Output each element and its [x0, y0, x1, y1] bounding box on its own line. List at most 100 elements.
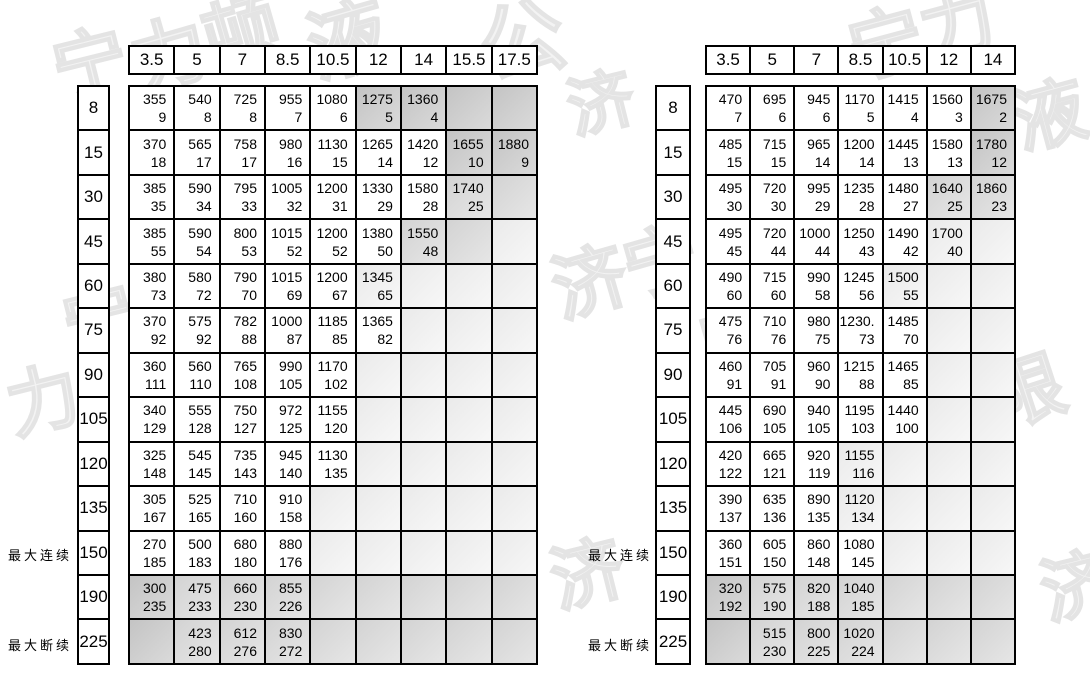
data-cell: 1200 14 [837, 129, 884, 176]
cell-bottom-value: 92 [150, 331, 167, 348]
data-cell [969, 485, 1017, 532]
data-cell: 580 72 [173, 262, 221, 310]
cell-top-value: 1860 [975, 180, 1007, 197]
data-cell [925, 396, 972, 443]
data-cell: 545 145 [173, 440, 221, 488]
cell-top-value: 980 [278, 135, 303, 152]
cell-bottom-value: 120 [324, 420, 348, 437]
data-cell [925, 440, 972, 488]
cell-top-value: 665 [762, 446, 787, 463]
cell-bottom-value [403, 464, 444, 482]
data-cell [309, 529, 357, 576]
cell-top-value: 1480 [887, 180, 919, 197]
cell-top-value: 1155 [844, 446, 875, 463]
cell-bottom-value: 116 [852, 464, 875, 481]
cell-top-value [448, 268, 489, 286]
row-label-cell: 120 [655, 440, 691, 488]
cell-bottom-value: 15 [770, 153, 787, 170]
cell-bottom-value: 105 [762, 420, 787, 437]
data-cell: 385 35 [127, 173, 176, 221]
row-label-cell: 60 [655, 262, 691, 310]
cell-bottom-value: 280 [188, 642, 212, 659]
cell-top-value [929, 357, 969, 375]
data-cell: 710 76 [749, 307, 796, 354]
cell-bottom-value: 48 [422, 242, 439, 259]
cell-bottom-value: 17 [196, 153, 212, 170]
data-cell: 300 235 [127, 573, 176, 621]
left-table-row-labels: 8 15 30 45 60 75 90 105 120 135 150 190 225 [77, 84, 110, 665]
data-cell: 525 165 [173, 485, 221, 532]
table-row: 300 235 475 233 660 230 855 226 [127, 573, 539, 621]
cell-top-value: 1500 [887, 269, 919, 286]
data-cell [969, 307, 1017, 354]
column-header-cell: 8.5 [263, 45, 312, 75]
cell-bottom-value: 53 [241, 242, 257, 259]
cell-top-value: 695 [762, 91, 787, 108]
cell-bottom-value: 108 [233, 375, 257, 392]
cell-top-value: 972 [278, 402, 303, 419]
cell-bottom-value [494, 419, 535, 437]
cell-top-value: 1880 [497, 135, 529, 152]
row-label-cell: 105 [77, 396, 110, 443]
data-cell: 782 88 [218, 307, 266, 354]
cell-bottom-value: 55 [903, 287, 919, 304]
cell-bottom-value: 106 [718, 420, 743, 437]
cell-bottom-value: 76 [770, 331, 787, 348]
column-header-cell: 10.5 [881, 45, 928, 75]
row-annotation: 最大断续 [588, 637, 653, 653]
cell-bottom-value: 88 [241, 331, 257, 348]
cell-top-value: 1640 [931, 180, 963, 197]
data-cell [925, 485, 972, 532]
cell-top-value: 355 [142, 91, 167, 108]
cell-bottom-value: 12 [991, 153, 1007, 170]
cell-top-value: 1345 [361, 269, 393, 286]
table-row: 495 30 720 30 995 29 1235 28 1480 27 1640 25 1860 23 [704, 173, 1017, 221]
cell-bottom-value: 226 [278, 598, 303, 615]
data-cell: 1155 120 [309, 396, 357, 443]
data-cell: 565 17 [173, 129, 221, 176]
cell-bottom-value: 125 [278, 420, 303, 437]
data-cell: 490 60 [704, 262, 752, 310]
data-cell: 1230. 73 [837, 307, 884, 354]
data-cell: 475 233 [173, 573, 221, 621]
cell-top-value [885, 535, 925, 553]
cell-bottom-value: 18 [150, 153, 167, 170]
cell-top-value [494, 579, 535, 597]
data-cell [399, 262, 448, 310]
row-label-cell: 45 [77, 218, 110, 265]
data-cell: 590 54 [173, 218, 221, 265]
cell-bottom-value: 135 [324, 464, 348, 481]
cell-top-value: 1000 [799, 224, 831, 241]
cell-top-value: 635 [762, 491, 787, 508]
data-cell [399, 440, 448, 488]
cell-bottom-value: 111 [145, 375, 167, 392]
cell-top-value: 390 [718, 491, 743, 508]
left-table-data-grid: 355 9 540 8 725 8 955 7 1080 6 1275 5 1360 4 370 18 565 1… [127, 84, 539, 665]
data-cell: 980 16 [263, 129, 312, 176]
cell-top-value: 1550 [407, 224, 439, 241]
cell-top-value [929, 312, 969, 330]
cell-bottom-value: 190 [762, 598, 787, 615]
data-cell: 795 33 [218, 173, 266, 221]
cell-bottom-value [403, 597, 444, 615]
cell-bottom-value: 122 [718, 464, 743, 481]
data-cell: 665 121 [749, 440, 796, 488]
data-cell: 1245 56 [837, 262, 884, 310]
column-header-cell: 5 [173, 45, 221, 75]
data-cell: 460 91 [704, 351, 752, 399]
cell-bottom-value: 28 [858, 198, 875, 215]
data-cell [445, 351, 493, 399]
cell-bottom-value: 185 [851, 598, 875, 615]
cell-bottom-value: 91 [770, 375, 787, 392]
data-cell [925, 262, 972, 310]
table-row: 470 7 695 6 945 6 1170 5 1415 4 1560 3 1675 2 [704, 84, 1017, 132]
column-header-cell: 10.5 [309, 45, 357, 75]
cell-top-value: 1580 [931, 135, 963, 152]
cell-bottom-value: 145 [851, 553, 875, 570]
cell-top-value [929, 446, 969, 464]
cell-top-value: 370 [142, 135, 167, 152]
column-header-cell: 15.5 [445, 45, 493, 75]
data-cell: 1330 29 [354, 173, 402, 221]
cell-top-value: 1235 [843, 180, 875, 197]
